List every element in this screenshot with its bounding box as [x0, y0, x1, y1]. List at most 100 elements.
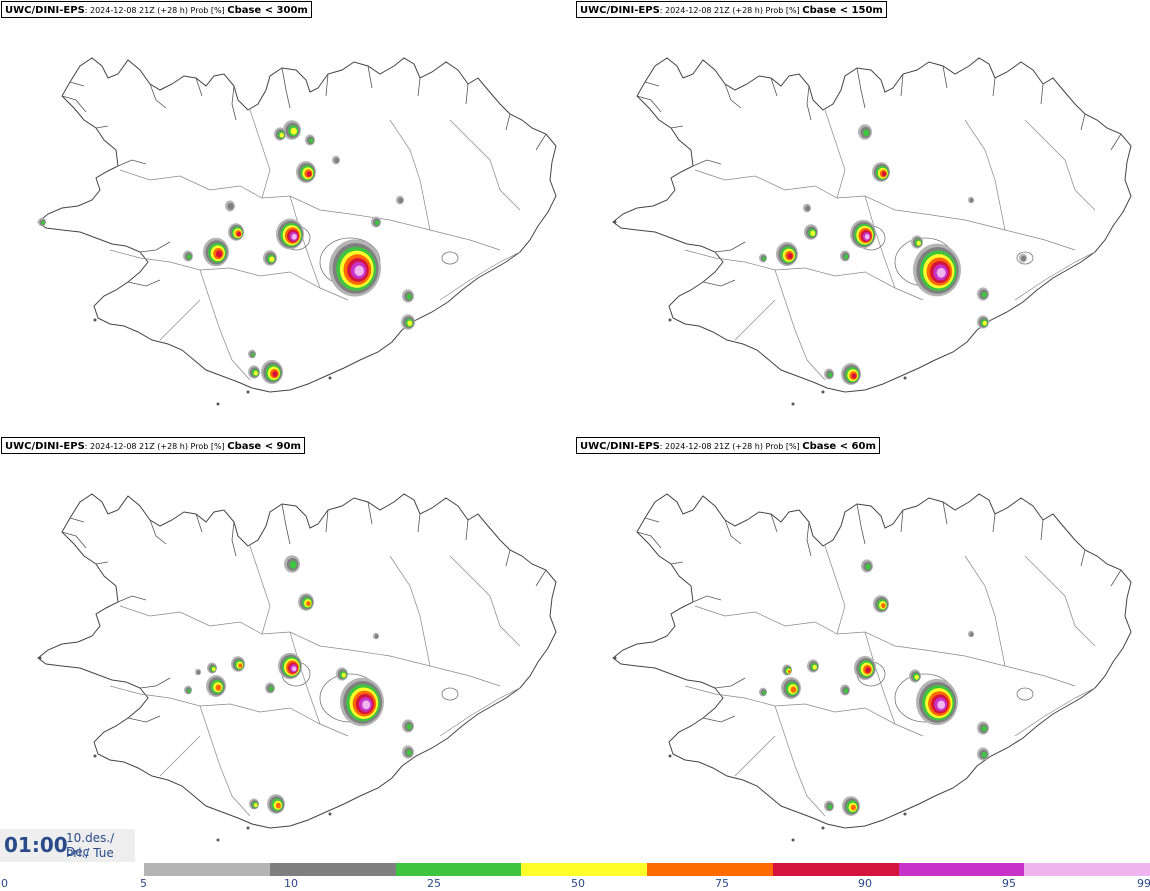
probability-area: [881, 171, 887, 177]
fjord-line: [724, 77, 812, 121]
fjord-line: [61, 517, 147, 603]
road-line: [824, 545, 846, 635]
road-line: [1014, 687, 1096, 737]
probability-area: [406, 293, 412, 300]
legend-swatch: [269, 863, 396, 876]
island: [668, 754, 672, 758]
legend-tick-label: 95: [1002, 877, 1016, 890]
probability-area: [272, 371, 278, 377]
color-legend: [144, 863, 1150, 876]
probability-area: [827, 372, 833, 378]
road-line: [439, 251, 521, 301]
probability-area: [306, 601, 311, 607]
legend-swatch: [1024, 863, 1150, 876]
probability-area: [308, 138, 314, 144]
glacier-outline: [441, 251, 459, 265]
road-line: [389, 555, 431, 667]
probability-area: [812, 664, 817, 670]
probability-area: [398, 197, 404, 204]
island: [38, 656, 42, 660]
probability-area: [291, 233, 297, 240]
probability-area: [969, 632, 974, 637]
probability-area: [289, 560, 297, 569]
probability-area: [187, 688, 191, 693]
road-line: [694, 169, 926, 215]
glacier-outline: [441, 687, 459, 701]
probability-area: [406, 749, 412, 756]
probability-area: [969, 198, 974, 203]
probability-area: [269, 256, 275, 262]
panel-title: UWC/DINI-EPS: 2024-12-08 21Z (+28 h) Pro…: [576, 437, 880, 454]
road-line: [1014, 251, 1096, 301]
probability-area: [914, 674, 919, 680]
fjord-line: [281, 501, 373, 545]
island: [821, 826, 825, 830]
probability-area: [1021, 255, 1027, 262]
map-panel-4: UWC/DINI-EPS: 2024-12-08 21Z (+28 h) Pro…: [575, 436, 1150, 872]
fjord-line: [61, 81, 147, 167]
fjord-line: [127, 677, 171, 723]
map-panel-1: UWC/DINI-EPS: 2024-12-08 21Z (+28 h) Pro…: [0, 0, 575, 436]
coastline: [37, 493, 557, 829]
iceland-map: [37, 493, 557, 842]
fjord-line: [417, 513, 547, 587]
legend-swatch: [144, 863, 270, 876]
road-line: [199, 269, 251, 381]
probability-area: [237, 231, 241, 237]
probability-area: [227, 203, 234, 210]
probability-area: [374, 220, 380, 226]
island: [903, 376, 907, 380]
panel-title: UWC/DINI-EPS: 2024-12-08 21Z (+28 h) Pro…: [576, 1, 887, 18]
legend-tick-label: 90: [858, 877, 872, 890]
probability-area: [936, 267, 946, 278]
probability-area: [881, 603, 886, 609]
road-line: [349, 649, 501, 687]
road-line: [289, 195, 321, 289]
road-line: [119, 169, 351, 215]
island: [821, 390, 825, 394]
probability-area: [186, 254, 192, 260]
road-line: [924, 649, 1076, 687]
probability-area: [787, 670, 791, 674]
island: [791, 838, 795, 842]
road-line: [159, 299, 201, 341]
probability-area: [341, 672, 346, 678]
road-line: [109, 249, 349, 301]
road-line: [864, 631, 896, 725]
fjord-line: [417, 77, 547, 151]
island: [903, 812, 907, 816]
island: [668, 318, 672, 322]
panel-title: UWC/DINI-EPS: 2024-12-08 21Z (+28 h) Pro…: [1, 1, 312, 18]
probability-area: [863, 129, 870, 137]
road-line: [389, 119, 431, 231]
valid-date: 10.des./ Dec: [66, 831, 115, 859]
fjord-line: [992, 77, 1122, 151]
probability-area: [254, 803, 258, 808]
road-line: [734, 735, 776, 777]
road-line: [684, 685, 924, 737]
fjord-line: [281, 65, 373, 109]
probability-area: [762, 690, 766, 695]
probability-area: [762, 256, 766, 261]
road-line: [694, 605, 926, 651]
probability-area: [981, 751, 987, 758]
fjord-line: [636, 517, 722, 603]
island: [93, 754, 97, 758]
road-line: [964, 119, 1006, 231]
probability-area: [865, 563, 871, 570]
probability-area: [41, 220, 45, 225]
legend-tick-label: 75: [715, 877, 729, 890]
island: [93, 318, 97, 322]
probability-area: [865, 667, 871, 673]
coastline: [37, 57, 557, 393]
legend-tick-label: 10: [284, 877, 298, 890]
island: [246, 390, 250, 394]
probability-area: [937, 700, 946, 710]
iceland-map: [612, 493, 1132, 842]
glacier-outline: [1016, 687, 1034, 701]
road-line: [439, 687, 521, 737]
probability-area: [275, 802, 281, 809]
road-line: [449, 119, 521, 211]
probability-area: [215, 250, 223, 258]
road-line: [249, 545, 271, 635]
